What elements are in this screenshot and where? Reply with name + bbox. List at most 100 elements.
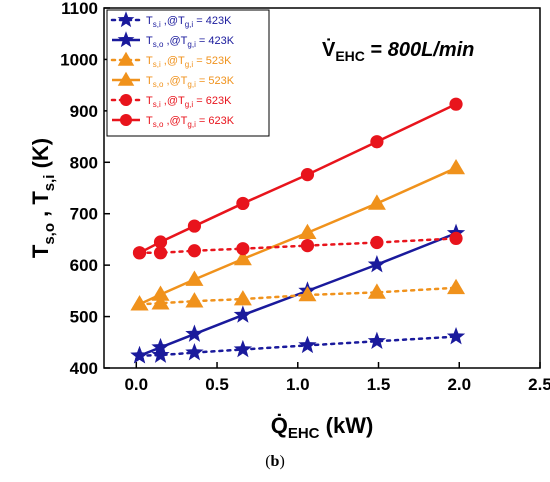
data-point <box>298 285 317 302</box>
legend-marker <box>119 113 133 127</box>
legend-entry-part: T <box>146 55 153 67</box>
annotation-prefix: V̇ <box>322 37 336 61</box>
legend-entry: Ts,i ,@Tg,i = 523K <box>146 55 232 69</box>
data-point <box>187 244 202 258</box>
x-tick-label: 2.0 <box>447 375 471 394</box>
data-point <box>187 219 202 233</box>
axes-group <box>103 7 541 369</box>
legend-entry-part: T <box>146 35 153 47</box>
legend-entry-part: g,i <box>187 40 196 49</box>
legend-entry-part: ,@T <box>163 115 187 127</box>
y-axis-title-sub2: s,i <box>41 175 58 192</box>
legend-entry-part: T <box>146 115 153 127</box>
legend-entry-part: g,i <box>185 60 194 69</box>
legend-entry-part: = 523K <box>196 75 235 87</box>
x-tick-label: 0.0 <box>124 375 148 394</box>
data-point <box>153 235 168 249</box>
flow-rate-annotation: V̇EHC = 800L/min <box>322 37 474 64</box>
legend-entry-part: s,o <box>153 40 164 49</box>
legend-marker <box>117 11 135 28</box>
data-point <box>367 331 387 350</box>
data-point <box>185 270 204 286</box>
x-tick-label: 1.5 <box>367 375 391 394</box>
legend-entry: Ts,i ,@Tg,i = 423K <box>146 15 232 29</box>
data-point <box>185 342 204 361</box>
x-tick-label: 0.5 <box>205 375 229 394</box>
data-point <box>233 290 252 306</box>
y-axis-title-sub1: s,o <box>41 223 58 245</box>
data-point <box>300 239 315 253</box>
legend-entry-part: = 623K <box>196 115 235 127</box>
legend-entry-part: = 423K <box>193 15 232 27</box>
data-point <box>447 278 466 295</box>
y-axis-title: Ts,o , Ts,i (K) <box>28 138 58 258</box>
legend-entry-part: g,i <box>185 100 194 109</box>
y-tick-label: 600 <box>70 256 98 275</box>
y-tick-label: 700 <box>70 205 98 224</box>
data-point <box>449 97 463 111</box>
legend-entry: Ts,o ,@Tg,i = 423K <box>146 35 235 49</box>
legend-marker <box>117 71 135 86</box>
data-point <box>151 285 170 301</box>
data-point <box>298 223 317 240</box>
legend-entry-part: s,i <box>153 60 161 69</box>
data-point <box>446 327 466 345</box>
data-point <box>367 194 386 210</box>
y-tick-label: 500 <box>70 308 98 327</box>
x-tick-label: 2.5 <box>528 375 550 394</box>
data-point <box>370 235 384 250</box>
data-point <box>233 249 252 266</box>
legend-entry: Ts,o ,@Tg,i = 623K <box>146 115 235 129</box>
data-point <box>185 292 204 308</box>
series-line <box>138 335 458 357</box>
legend-entry-part: ,@T <box>161 95 185 107</box>
legend-entry-part: T <box>146 15 153 27</box>
legend-entry-part: T <box>146 75 153 87</box>
y-tick-label: 800 <box>70 153 98 172</box>
legend-entry-part: T <box>146 95 153 107</box>
plot-frame <box>103 7 541 369</box>
data-point <box>370 135 384 149</box>
legend-entry-part: g,i <box>187 80 196 89</box>
annotation-value: 800L/min <box>388 39 475 61</box>
data-point <box>300 168 315 182</box>
caption-letter: b <box>270 453 280 470</box>
x-axis-title-sub: EHC <box>288 425 320 442</box>
legend-entry-part: ,@T <box>163 75 187 87</box>
y-tick-label: 900 <box>70 102 98 121</box>
data-point <box>447 158 466 175</box>
legend-entry-part: s,o <box>153 120 164 129</box>
caption-close: ) <box>279 453 285 470</box>
series-layer <box>130 97 466 364</box>
y-tick-label: 1000 <box>60 50 98 69</box>
data-point <box>298 335 317 354</box>
legend-entry-part: ,@T <box>163 35 187 47</box>
x-axis-title: Q̇EHC (kW) <box>271 413 374 442</box>
legend-entry-part: = 423K <box>196 35 235 47</box>
y-tick-label: 1100 <box>61 0 98 18</box>
data-point <box>233 305 252 323</box>
y-axis-title-part1: T <box>28 244 53 258</box>
y-axis-title-unit: (K) <box>28 138 53 175</box>
data-point <box>236 196 250 211</box>
figure-caption: (b) <box>0 453 550 471</box>
legend-entry-part: s,o <box>153 80 164 89</box>
y-axis-title-sep: , T <box>28 191 53 223</box>
annotation-subscript: EHC <box>335 48 365 64</box>
legend-entry: Ts,i ,@Tg,i = 623K <box>146 95 232 109</box>
data-point <box>130 346 149 364</box>
data-point <box>151 337 170 356</box>
legend-marker <box>117 51 135 66</box>
data-point <box>185 324 204 342</box>
legend-entry-part: = 523K <box>193 55 232 67</box>
legend-entry-part: = 623K <box>193 95 232 107</box>
x-axis-title-main: Q̇ <box>271 413 288 438</box>
data-point <box>367 283 386 299</box>
data-point <box>151 345 170 363</box>
data-point <box>367 255 387 273</box>
legend-entry-part: g,i <box>187 120 196 129</box>
legend-entry-part: g,i <box>185 20 194 29</box>
legend-entry: Ts,o ,@Tg,i = 523K <box>146 75 235 89</box>
